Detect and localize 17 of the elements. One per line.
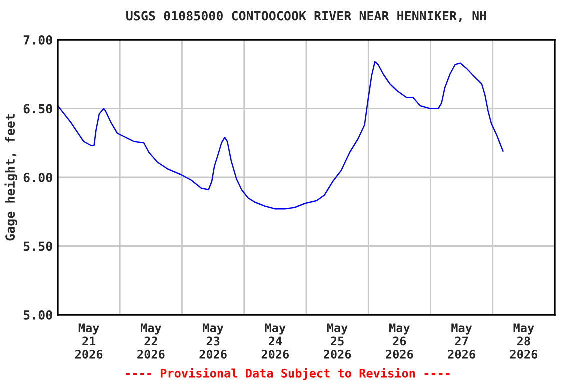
y-tick-label: 5.00 [24, 310, 52, 320]
y-axis-title: Gage height, feet [4, 114, 18, 241]
text: ---- Provisional Data Subject to Revision ---- [126, 368, 450, 380]
x-tick-label: May 21 2026 [76, 324, 103, 359]
x-tick-label: May 28 2026 [510, 324, 538, 359]
x-tick-label: May 26 2026 [386, 324, 414, 359]
x-tick-label: May 22 2026 [138, 324, 165, 359]
chart-title: USGS 01085000 CONTOOCOOK RIVER NEAR HENNIKER, NH [126, 11, 486, 22]
line-series [58, 61, 504, 210]
x-tick-label: May 24 2026 [262, 324, 290, 359]
x-tick-label: May 23 2026 [200, 324, 227, 359]
y-tick-label: 6.00 [24, 172, 52, 182]
x-tick-label: May 25 2026 [324, 324, 352, 359]
y-tick-label: 5.50 [24, 242, 52, 252]
y-tick-label: 6.50 [24, 104, 52, 114]
y-tick-label: 7.00 [24, 35, 52, 45]
x-tick-label: May 27 2026 [448, 324, 476, 359]
